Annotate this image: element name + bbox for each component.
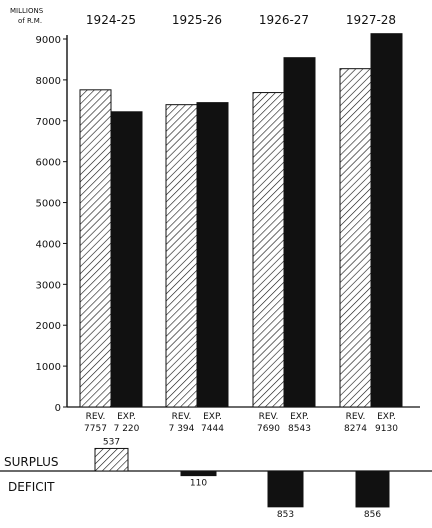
y-tick-label: 8000 [36, 76, 61, 87]
year-label: 1927-28 [346, 13, 396, 27]
balance-bars: 537 110 853 856 [94, 437, 390, 520]
surplus-bar [94, 447, 129, 472]
surplus-label: SURPLUS [4, 455, 58, 469]
deficit-bar [355, 470, 390, 508]
deficit-bar [267, 470, 304, 508]
deficit-bar [180, 470, 217, 477]
revenue-bar [252, 92, 285, 408]
revenue-label: REV. [172, 412, 192, 422]
y-tick-label: 7000 [36, 117, 61, 128]
y-tick-label: 4000 [36, 239, 61, 250]
expenditure-label: EXP. [203, 412, 222, 422]
expenditure-value-label: 7444 [201, 424, 224, 434]
deficit-value-label: 110 [190, 479, 207, 489]
expenditure-value-label: 7 220 [114, 424, 140, 434]
y-tick-label: 0 [55, 403, 61, 414]
deficit-value-label: 856 [364, 510, 381, 520]
revenue-label: REV. [86, 412, 106, 422]
revenue-value-label: 7690 [257, 424, 280, 434]
revenue-label: REV. [346, 412, 366, 422]
y-tick-label: 3000 [36, 280, 61, 291]
expenditure-bar [110, 111, 143, 408]
year-label: 1924-25 [86, 13, 136, 27]
revenue-bar [339, 68, 372, 408]
y-tick-label: 1000 [36, 362, 61, 373]
revenue-bar [79, 89, 112, 408]
expenditure-bar [370, 33, 403, 408]
expenditure-bar [196, 102, 229, 408]
revenue-value-label: 7 394 [169, 424, 195, 434]
expenditure-label: EXP. [117, 412, 136, 422]
revenue-value-label: 8274 [344, 424, 367, 434]
deficit-label: DEFICIT [8, 480, 55, 494]
y-tick-label: 2000 [36, 321, 61, 332]
expenditure-value-label: 8543 [288, 424, 311, 434]
expenditure-label: EXP. [290, 412, 309, 422]
expenditure-label: EXP. [377, 412, 396, 422]
y-tick-label: 9000 [36, 35, 61, 46]
revenue-bar [165, 104, 198, 408]
x-labels: REV. EXP. 7757 7 220 REV. EXP. 7 394 7444 REV. EX… [84, 412, 398, 434]
expenditure-value-label: 9130 [375, 424, 398, 434]
bar-group: 1924-25 1925-26 1926-27 1927-28 [79, 13, 403, 408]
expenditure-bar [283, 57, 316, 408]
unit-label-line-1: MILLIONS [10, 7, 44, 15]
revenue-value-label: 7757 [84, 424, 107, 434]
year-label: 1925-26 [172, 13, 222, 27]
y-tick-label: 6000 [36, 158, 61, 169]
deficit-value-label: 853 [277, 510, 294, 520]
revenue-label: REV. [259, 412, 279, 422]
year-label: 1926-27 [259, 13, 309, 27]
unit-label-line-2: of R.M. [18, 17, 42, 25]
surplus-value-label: 537 [103, 437, 120, 447]
y-tick-label: 5000 [36, 199, 61, 210]
